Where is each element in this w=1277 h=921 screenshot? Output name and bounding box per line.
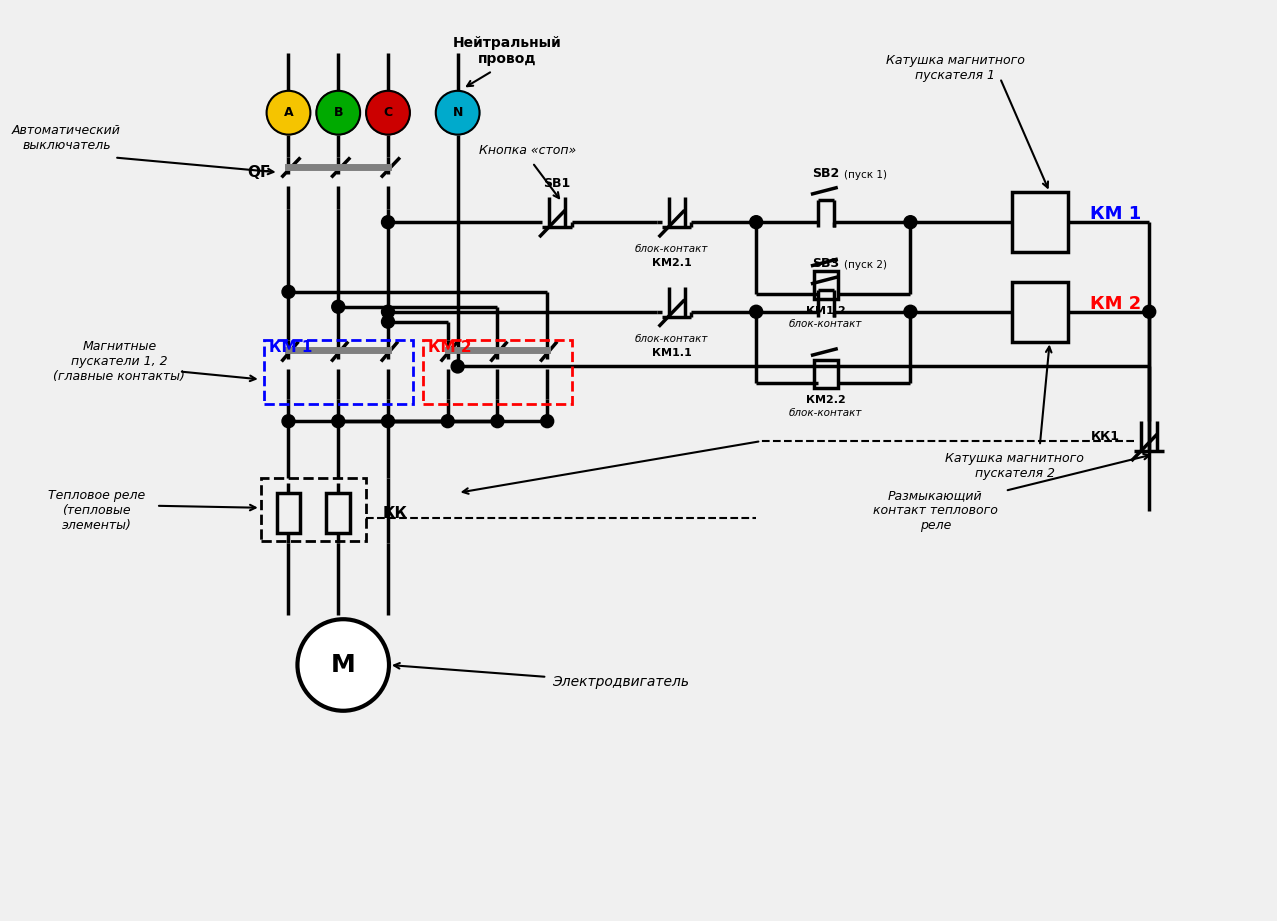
Circle shape <box>451 360 464 373</box>
Circle shape <box>382 315 395 328</box>
Circle shape <box>442 414 455 427</box>
Circle shape <box>490 414 504 427</box>
Text: A: A <box>283 106 294 119</box>
Text: Кнопка «стоп»: Кнопка «стоп» <box>479 144 576 157</box>
Text: КМ 1: КМ 1 <box>1089 205 1140 223</box>
Text: Размыкающий
контакт теплового
реле: Размыкающий контакт теплового реле <box>873 489 997 532</box>
Text: N: N <box>452 106 462 119</box>
Circle shape <box>366 91 410 134</box>
Circle shape <box>750 305 762 318</box>
Text: (пуск 1): (пуск 1) <box>844 170 886 181</box>
Text: КМ 2: КМ 2 <box>1089 295 1140 313</box>
Bar <box>277 493 300 532</box>
Text: блок-контакт: блок-контакт <box>789 408 862 418</box>
Circle shape <box>904 305 917 318</box>
Text: (пуск 2): (пуск 2) <box>844 260 886 270</box>
Text: QF: QF <box>248 165 271 180</box>
Circle shape <box>1143 305 1156 318</box>
Text: B: B <box>333 106 344 119</box>
Text: Электродвигатель: Электродвигатель <box>552 675 690 689</box>
Text: КК1: КК1 <box>1091 429 1120 443</box>
Text: SB3: SB3 <box>812 257 839 270</box>
Text: Тепловое реле
(тепловые
элементы): Тепловое реле (тепловые элементы) <box>47 489 146 532</box>
Text: Катушка магнитного
пускателя 1: Катушка магнитного пускателя 1 <box>886 54 1024 82</box>
Bar <box>1011 192 1068 252</box>
Circle shape <box>282 286 295 298</box>
Circle shape <box>317 91 360 134</box>
Circle shape <box>282 414 295 427</box>
Text: КМ1.2: КМ1.2 <box>806 306 845 316</box>
Circle shape <box>267 91 310 134</box>
Text: КМ 2: КМ 2 <box>428 340 471 355</box>
Text: КМ 1: КМ 1 <box>268 340 312 355</box>
Text: C: C <box>383 106 392 119</box>
Text: SB2: SB2 <box>812 168 839 181</box>
Circle shape <box>298 619 389 711</box>
Circle shape <box>382 216 395 228</box>
Circle shape <box>540 414 554 427</box>
Bar <box>327 493 350 532</box>
Text: КК: КК <box>383 506 409 520</box>
Circle shape <box>750 216 762 228</box>
Circle shape <box>382 414 395 427</box>
Bar <box>813 271 838 298</box>
Text: Магнитные
пускатели 1, 2
(главные контакты): Магнитные пускатели 1, 2 (главные контак… <box>54 340 185 383</box>
Circle shape <box>382 305 395 318</box>
Text: блок-контакт: блок-контакт <box>635 244 709 254</box>
Circle shape <box>332 300 345 313</box>
Text: SB1: SB1 <box>544 178 571 191</box>
Text: КМ2.2: КМ2.2 <box>806 395 845 405</box>
Circle shape <box>332 414 345 427</box>
Text: блок-контакт: блок-контакт <box>789 319 862 329</box>
Circle shape <box>435 91 480 134</box>
Text: Автоматический
выключатель: Автоматический выключатель <box>13 123 121 152</box>
Circle shape <box>904 216 917 228</box>
Text: КМ1.1: КМ1.1 <box>651 347 691 357</box>
Text: Катушка магнитного
пускателя 2: Катушка магнитного пускателя 2 <box>945 452 1084 480</box>
Bar <box>1011 282 1068 342</box>
Bar <box>813 360 838 389</box>
Text: Нейтральный
провод: Нейтральный провод <box>453 36 562 66</box>
Text: КМ2.1: КМ2.1 <box>651 258 691 268</box>
Text: блок-контакт: блок-контакт <box>635 333 709 344</box>
Text: М: М <box>331 653 355 677</box>
